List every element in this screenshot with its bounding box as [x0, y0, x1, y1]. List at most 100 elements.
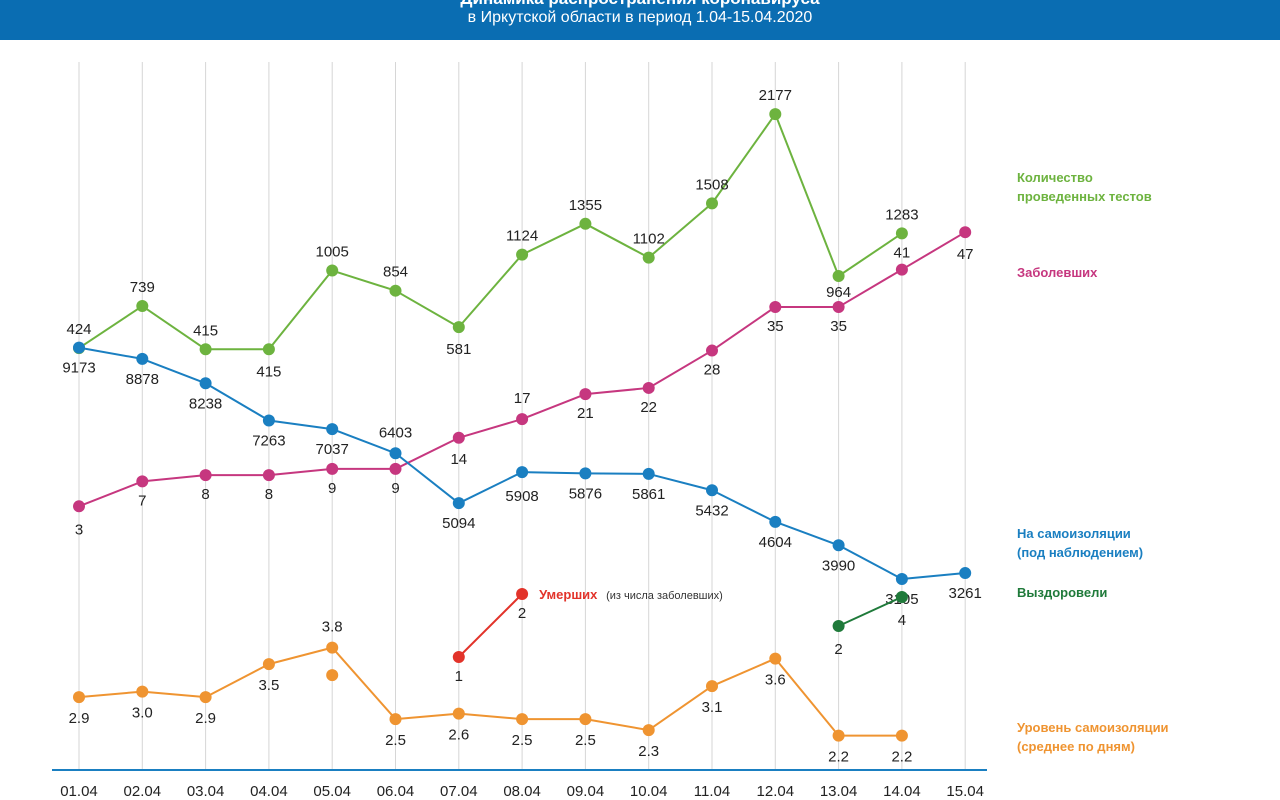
- legend-tests-line1: Количество: [1017, 170, 1093, 185]
- data-label-tests: 1005: [316, 244, 349, 261]
- series-segment-level: [774, 657, 840, 737]
- data-label-sick: 28: [704, 362, 721, 379]
- series-segment-tests: [331, 269, 396, 292]
- series-segment-isolation: [585, 472, 649, 475]
- data-point-tests: [579, 217, 592, 230]
- series-segment-sick: [395, 436, 460, 470]
- series-segment-isolation: [648, 472, 713, 492]
- series-segment-level: [331, 646, 397, 720]
- series-segment-isolation: [522, 471, 586, 475]
- data-label-tests: 581: [446, 341, 471, 358]
- data-label-level: 2.3: [638, 743, 659, 760]
- data-point-isolation: [262, 414, 275, 427]
- series-segment-isolation: [394, 452, 460, 504]
- data-label-level: 3.6: [765, 672, 786, 689]
- series-segment-isolation: [838, 544, 903, 580]
- data-point-sick: [516, 413, 529, 426]
- data-point-level: [326, 641, 339, 654]
- data-label-tests: 1283: [885, 206, 918, 223]
- data-label-deaths: 2: [518, 605, 526, 622]
- series-segment-tests: [774, 113, 840, 277]
- legend-recovered: Выздоровели: [1017, 583, 1107, 602]
- data-label-tests: 424: [66, 321, 91, 338]
- data-point-level: [769, 652, 782, 665]
- data-point-sick: [389, 462, 402, 475]
- data-point-sick: [642, 381, 655, 394]
- data-point-level: [199, 691, 212, 704]
- data-point-sick: [959, 226, 972, 239]
- x-tick-label: 04.04: [250, 783, 288, 800]
- legend-isolation-line1: На самоизоляции: [1017, 526, 1131, 541]
- data-label-sick: 8: [201, 486, 209, 503]
- data-point-level-extra: [326, 669, 339, 682]
- legend-level: Уровень самоизоляции (среднее по дням): [1017, 718, 1169, 756]
- series-segment-level: [395, 712, 459, 721]
- x-tick-label: 05.04: [313, 783, 351, 800]
- series-segment-tests: [78, 305, 143, 349]
- x-tick-label: 03.04: [187, 783, 225, 800]
- data-label-tests: 1124: [506, 228, 538, 245]
- series-segment-sick: [78, 480, 143, 508]
- data-label-sick: 21: [577, 405, 594, 422]
- x-tick-label: 06.04: [377, 783, 415, 800]
- data-label-sick: 14: [450, 451, 467, 468]
- data-point-level: [642, 724, 655, 737]
- data-label-isolation: 9173: [62, 360, 95, 377]
- x-tick-label: 01.04: [60, 783, 98, 800]
- legend-sick: Заболевших: [1017, 263, 1097, 282]
- data-point-tests: [199, 343, 212, 356]
- data-point-tests: [136, 300, 149, 313]
- chart-subtitle: в Иркутской области в период 1.04-15.04.…: [467, 9, 813, 26]
- series-segment-level: [142, 690, 206, 699]
- data-label-sick: 22: [640, 399, 657, 416]
- data-label-deaths: 1: [455, 668, 463, 685]
- data-label-level: 2.2: [828, 749, 849, 766]
- data-point-sick: [706, 344, 718, 357]
- data-point-isolation: [516, 466, 529, 479]
- data-point-sick: [895, 263, 908, 276]
- data-point-tests: [832, 270, 845, 283]
- data-point-sick: [136, 475, 149, 488]
- x-tick-label: 14.04: [883, 783, 921, 800]
- data-label-level: 2.2: [891, 749, 912, 766]
- data-label-tests: 1355: [569, 197, 602, 214]
- series-segment-sick: [838, 268, 903, 308]
- data-label-sick: 9: [328, 480, 336, 497]
- series-segment-level: [78, 690, 143, 699]
- data-point-tests: [326, 264, 339, 277]
- data-label-isolation: 5876: [569, 485, 602, 502]
- data-label-sick: 35: [767, 318, 784, 335]
- chart-title: Динамика распространения коронавируса: [0, 0, 1280, 9]
- series-segment-level: [585, 718, 649, 732]
- series-segment-level: [711, 657, 776, 688]
- legend-tests: Количество проведенных тестов: [1017, 168, 1152, 206]
- legend-recovered-line1: Выздоровели: [1017, 585, 1108, 600]
- data-point-sick: [769, 300, 782, 313]
- data-label-isolation: 7037: [316, 441, 349, 458]
- series-segment-tests: [711, 113, 777, 204]
- label-deaths-note: (из числа заболевших): [606, 590, 723, 602]
- data-label-isolation: 8878: [126, 371, 159, 388]
- data-point-tests: [262, 343, 275, 356]
- series-segment-isolation: [458, 471, 523, 505]
- x-tick-label: 10.04: [630, 783, 668, 800]
- data-point-isolation: [389, 447, 402, 460]
- series-segment-sick: [142, 474, 206, 483]
- series-segment-tests: [584, 222, 650, 259]
- data-point-isolation: [326, 423, 339, 436]
- series-segment-isolation: [205, 382, 270, 422]
- series-segment-tests: [648, 202, 713, 259]
- x-tick-label: 07.04: [440, 783, 478, 800]
- data-label-sick: 17: [514, 390, 531, 407]
- data-point-isolation: [199, 377, 212, 390]
- series-segment-tests: [268, 269, 333, 350]
- series-segment-isolation: [901, 572, 966, 581]
- x-tick-label: 02.04: [124, 783, 162, 800]
- data-label-sick: 41: [894, 245, 911, 262]
- series-segment-level: [205, 663, 270, 698]
- series-segment-isolation: [141, 357, 206, 385]
- data-point-isolation: [452, 497, 465, 510]
- series-segment-tests: [395, 289, 460, 329]
- legend-sick-line1: Заболевших: [1017, 265, 1098, 280]
- data-label-isolation: 4604: [759, 534, 792, 551]
